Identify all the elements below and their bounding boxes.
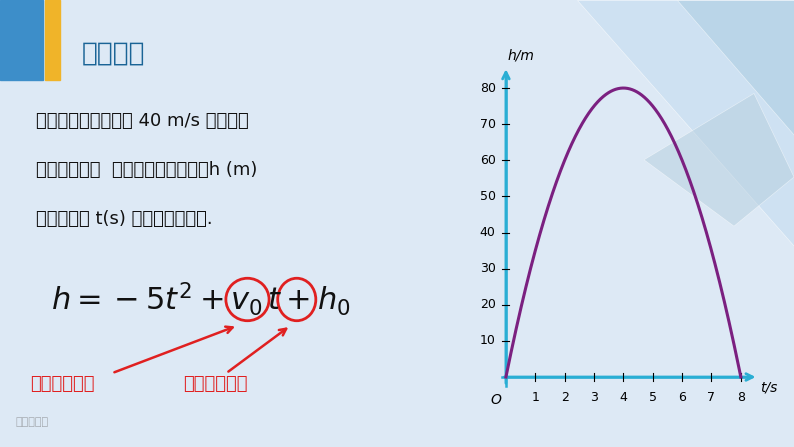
- Text: 1: 1: [531, 392, 539, 405]
- Text: 80: 80: [480, 81, 495, 95]
- Text: 70: 70: [480, 118, 495, 131]
- Text: 直向上抛起，  小球距离地面的高度h (m): 直向上抛起， 小球距离地面的高度h (m): [36, 161, 257, 179]
- Text: 40: 40: [480, 226, 495, 239]
- Polygon shape: [677, 0, 794, 135]
- Text: 6: 6: [678, 392, 686, 405]
- Text: 与运动时间 t(s) 的关系如图所示.: 与运动时间 t(s) 的关系如图所示.: [36, 210, 212, 228]
- Text: 20: 20: [480, 298, 495, 311]
- Text: 2: 2: [561, 392, 569, 405]
- Bar: [0, 0, 43, 80]
- Text: 10: 10: [480, 334, 495, 347]
- Text: 8: 8: [737, 392, 745, 405]
- Text: 一个小球从地面被以 40 m/s 的速度竖: 一个小球从地面被以 40 m/s 的速度竖: [36, 112, 249, 130]
- Text: 为梦想奋斗: 为梦想奋斗: [15, 417, 48, 427]
- Text: 30: 30: [480, 262, 495, 275]
- Text: 3: 3: [590, 392, 598, 405]
- Text: 新课导入: 新课导入: [81, 41, 145, 67]
- Polygon shape: [577, 0, 794, 246]
- Text: 4: 4: [619, 392, 627, 405]
- Text: O: O: [490, 393, 501, 407]
- Text: $h=-5t^2+v_0\,t+h_0$: $h=-5t^2+v_0\,t+h_0$: [51, 281, 351, 318]
- Text: 50: 50: [480, 190, 495, 203]
- Polygon shape: [644, 93, 794, 226]
- Bar: [44, 0, 60, 80]
- Text: 60: 60: [480, 154, 495, 167]
- Text: 抛出时的速度: 抛出时的速度: [30, 375, 95, 393]
- Text: h/m: h/m: [507, 49, 534, 63]
- Text: 7: 7: [707, 392, 715, 405]
- Text: t/s: t/s: [760, 381, 777, 395]
- Text: 抛出时的高度: 抛出时的高度: [183, 375, 248, 393]
- Text: 5: 5: [649, 392, 657, 405]
